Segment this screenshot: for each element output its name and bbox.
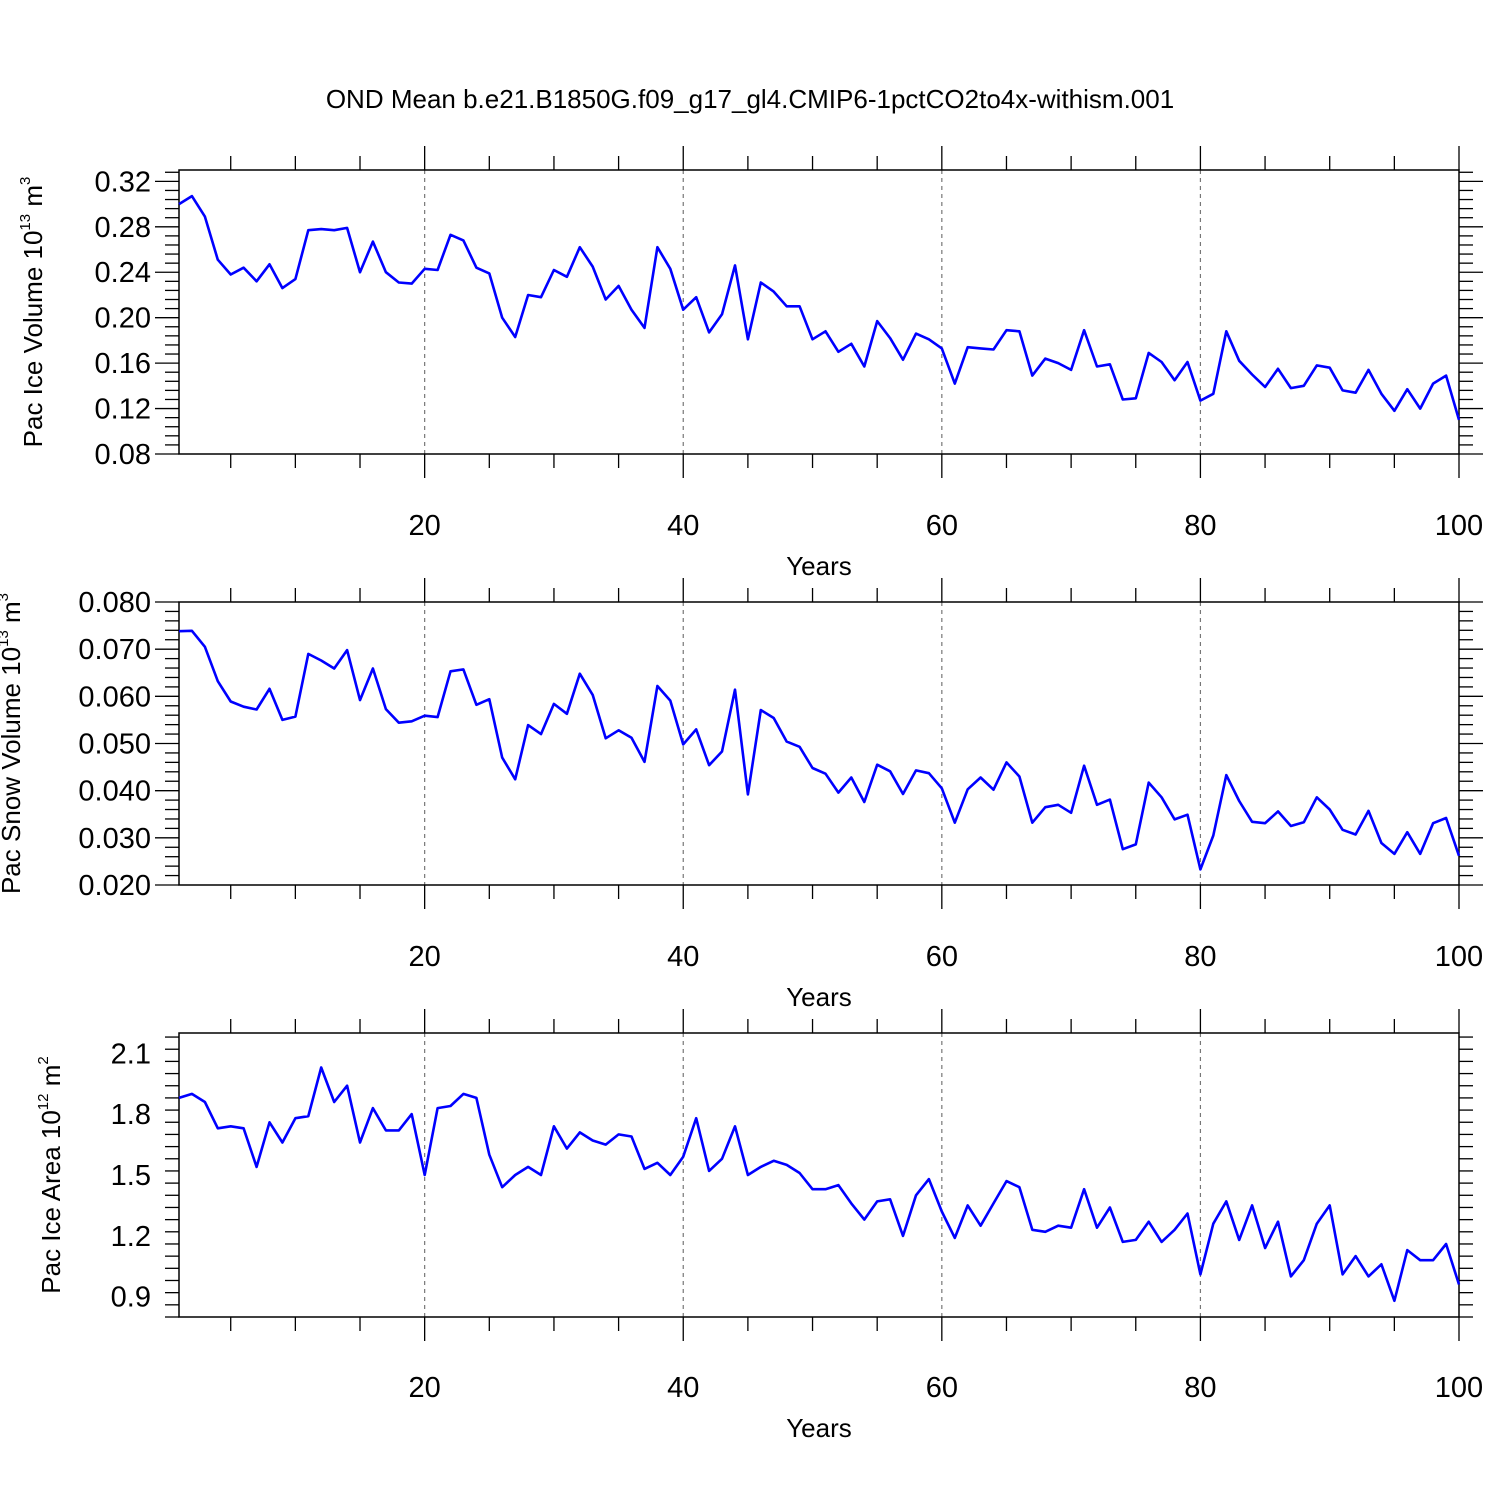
x-axis-title: Years xyxy=(786,1413,852,1443)
y-tick-label: 0.020 xyxy=(78,870,151,902)
figure-title: OND Mean b.e21.B1850G.f09_g17_gl4.CMIP6-… xyxy=(326,84,1174,114)
panel-ice-area: 0.9 1.2 1.5 1.8 2.1 20 40 60 80 100 Years Pac Ice… xyxy=(35,1009,1483,1443)
y-tick-label: 0.16 xyxy=(95,348,151,380)
y-tick-label: 0.080 xyxy=(78,587,151,619)
y-tick-label: 1.8 xyxy=(111,1099,151,1131)
y-tick-label: 0.12 xyxy=(95,394,151,426)
y-tick-label: 0.9 xyxy=(111,1282,151,1314)
panel-snow-volume: 0.020 0.030 0.040 0.050 0.060 0.070 0.080 20 40 6… xyxy=(0,578,1483,1012)
y-tick-label: 0.050 xyxy=(78,729,151,761)
x-axis-title: Years xyxy=(786,551,852,581)
x-tick-label: 60 xyxy=(926,510,958,542)
y-tick-label: 2.1 xyxy=(111,1038,151,1070)
x-tick-label: 100 xyxy=(1435,1372,1483,1404)
y-axis-title: Pac Ice Area 1012 m2 xyxy=(35,1056,66,1293)
x-tick-label: 80 xyxy=(1184,510,1216,542)
x-tick-label: 80 xyxy=(1184,941,1216,973)
y-tick-label: 0.20 xyxy=(95,303,151,335)
x-tick-label: 20 xyxy=(409,510,441,542)
x-tick-label: 60 xyxy=(926,941,958,973)
y-tick-label: 0.32 xyxy=(95,166,151,198)
x-tick-label: 40 xyxy=(667,1372,699,1404)
x-tick-label: 100 xyxy=(1435,510,1483,542)
y-tick-label: 0.060 xyxy=(78,681,151,713)
y-tick-label: 0.040 xyxy=(78,776,151,808)
plot-frame xyxy=(178,1032,1460,1318)
y-axis-title: Pac Snow Volume 1013 m3 xyxy=(0,593,26,894)
y-tick-label: 1.5 xyxy=(111,1160,151,1192)
y-tick-label: 0.28 xyxy=(95,212,151,244)
plot-frame xyxy=(178,169,1460,455)
y-tick-label: 0.08 xyxy=(95,439,151,471)
x-tick-label: 60 xyxy=(926,1372,958,1404)
x-axis-title: Years xyxy=(786,982,852,1012)
x-tick-label: 100 xyxy=(1435,941,1483,973)
y-axis-title: Pac Ice Volume 1013 m3 xyxy=(17,177,48,448)
ice-volume-series-line xyxy=(178,194,1461,421)
x-tick-label: 20 xyxy=(409,1372,441,1404)
x-tick-label: 40 xyxy=(667,510,699,542)
snow-volume-series-line xyxy=(178,629,1461,871)
y-tick-label: 1.2 xyxy=(111,1221,151,1253)
x-tick-label: 80 xyxy=(1184,1372,1216,1404)
y-tick-label: 0.24 xyxy=(95,257,151,289)
y-tick-label: 0.030 xyxy=(78,823,151,855)
x-tick-label: 20 xyxy=(409,941,441,973)
x-tick-label: 40 xyxy=(667,941,699,973)
y-tick-label: 0.070 xyxy=(78,634,151,666)
plot-frame xyxy=(178,601,1460,886)
ice-area-series-line xyxy=(178,1066,1461,1303)
